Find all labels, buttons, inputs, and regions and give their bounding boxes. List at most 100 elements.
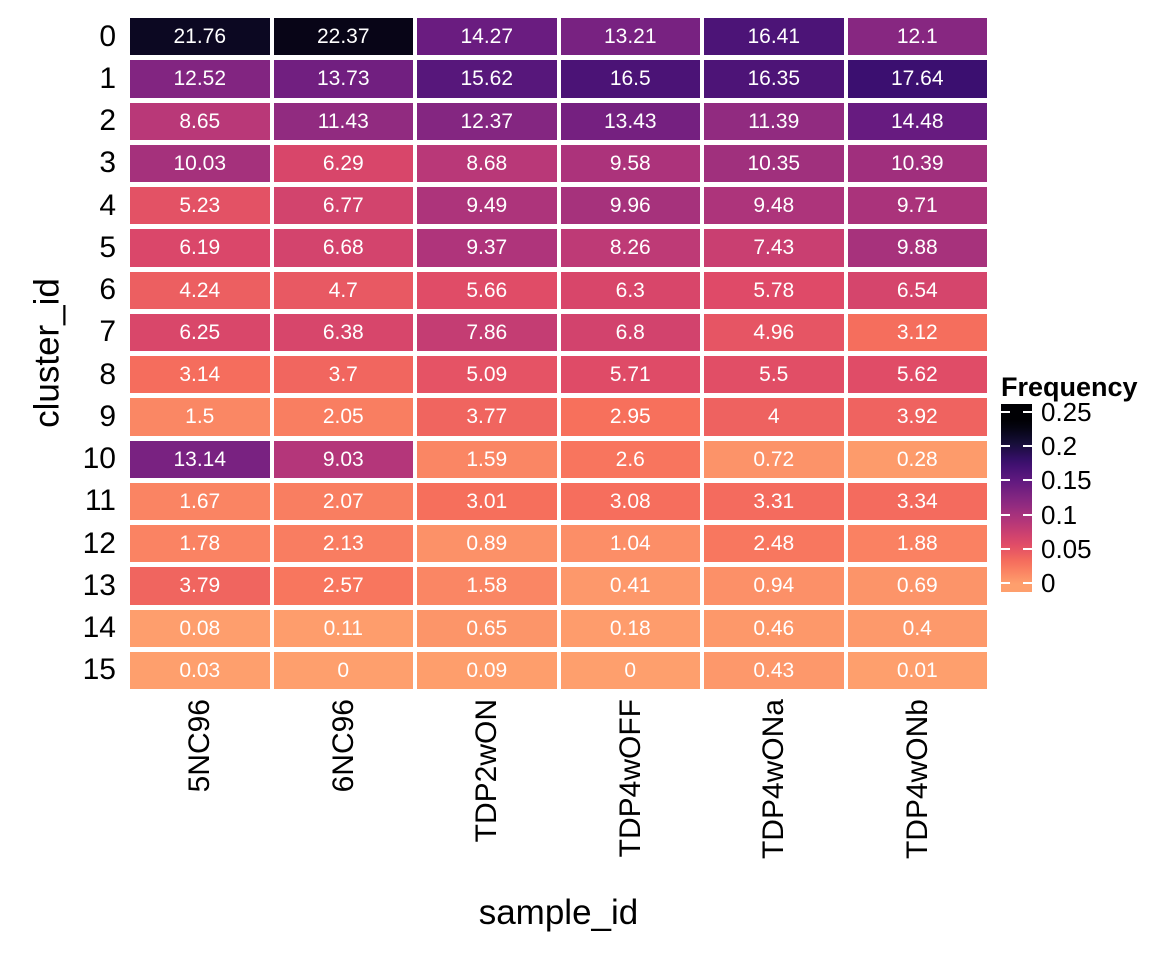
legend-tick-mark [1023, 582, 1032, 585]
heatmap-cell-r2-c3: 13.43 [560, 102, 700, 140]
heatmap-cell-r7-c5: 3.12 [847, 313, 987, 351]
heatmap-cell-r14-c0: 0.08 [130, 609, 270, 647]
heatmap-cell-r8-c3: 5.71 [560, 356, 700, 394]
heatmap-cell-r10-c0: 13.14 [130, 440, 270, 478]
x-tick-label-text: TDP2wON [470, 699, 504, 843]
heatmap-cell-r11-c0: 1.67 [130, 482, 270, 520]
heatmap-cell-r4-c5: 9.71 [847, 187, 987, 225]
x-tick-label-text: 6NC96 [326, 699, 360, 793]
heatmap-cell-r7-c0: 6.25 [130, 313, 270, 351]
legend-tick-mark [1001, 479, 1010, 482]
colorbar-legend: Frequency 0.25 0.2 0.15 0.1 0.05 0 [1001, 374, 1151, 596]
heatmap-cell-r7-c2: 7.86 [417, 313, 557, 351]
heatmap-cell-r6-c5: 6.54 [847, 271, 987, 309]
heatmap-cell-r9-c5: 3.92 [847, 398, 987, 436]
heatmap-cell-r0-c0: 21.76 [130, 18, 270, 56]
heatmap-grid: 21.76 22.37 14.27 13.21 16.41 12.1 12.52 13.73 1… [130, 18, 987, 689]
heatmap-cell-r6-c0: 4.24 [130, 271, 270, 309]
heatmap-cell-r5-c3: 8.26 [560, 229, 700, 267]
legend-colorbar: 0.25 0.2 0.15 0.1 0.05 0 [1001, 399, 1092, 596]
heatmap-cell-r2-c4: 11.39 [704, 102, 844, 140]
heatmap-cell-r5-c2: 9.37 [417, 229, 557, 267]
heatmap-cell-r10-c2: 1.59 [417, 440, 557, 478]
heatmap-cell-r14-c2: 0.65 [417, 609, 557, 647]
x-tick-label-5NC96: 5NC96 [130, 699, 270, 884]
heatmap-cell-r11-c5: 3.34 [847, 482, 987, 520]
heatmap-cell-r4-c4: 9.48 [704, 187, 844, 225]
heatmap-cell-r7-c4: 4.96 [704, 313, 844, 351]
heatmap-cell-r8-c4: 5.5 [704, 356, 844, 394]
legend-tick-mark [1023, 479, 1032, 482]
heatmap-cell-r13-c3: 0.41 [560, 567, 700, 605]
legend-tick-mark [1001, 547, 1010, 550]
heatmap-cell-r2-c1: 11.43 [273, 102, 413, 140]
heatmap-cell-r1-c4: 16.35 [704, 60, 844, 98]
heatmap-cell-r14-c3: 0.18 [560, 609, 700, 647]
heatmap-cell-r13-c5: 0.69 [847, 567, 987, 605]
heatmap-cell-r5-c1: 6.68 [273, 229, 413, 267]
y-tick-label-9: 9 [99, 399, 116, 433]
legend-tick-mark [1023, 547, 1032, 550]
heatmap-cell-r10-c3: 2.6 [560, 440, 700, 478]
y-tick-label-4: 4 [99, 188, 116, 222]
heatmap-cell-r5-c5: 9.88 [847, 229, 987, 267]
heatmap-cell-r6-c1: 4.7 [273, 271, 413, 309]
heatmap-cell-r6-c2: 5.66 [417, 271, 557, 309]
y-tick-label-11: 11 [84, 484, 116, 518]
x-tick-label-text: TDP4wONa [757, 699, 791, 860]
x-tick-label-TDP2wON: TDP2wON [417, 699, 557, 884]
heatmap-cell-r0-c2: 14.27 [417, 18, 557, 56]
heatmap-cell-r1-c1: 13.73 [273, 60, 413, 98]
heatmap-cell-r0-c4: 16.41 [704, 18, 844, 56]
heatmap-cell-r14-c4: 0.46 [704, 609, 844, 647]
heatmap-cell-r15-c3: 0 [560, 651, 700, 689]
heatmap-cell-r13-c0: 3.79 [130, 567, 270, 605]
heatmap-cell-r15-c1: 0 [273, 651, 413, 689]
x-tick-label-text: TDP4wOFF [613, 699, 647, 858]
heatmap-cell-r0-c1: 22.37 [273, 18, 413, 56]
heatmap-cell-r2-c0: 8.65 [130, 102, 270, 140]
x-tick-label-TDP4wONb: TDP4wONb [848, 699, 988, 884]
y-tick-label-7: 7 [99, 315, 116, 349]
y-tick-label-5: 5 [99, 230, 116, 264]
x-axis-tick-labels: 5NC96 6NC96 TDP2wON TDP4wOFF TDP4wONa TDP4wON… [130, 699, 987, 884]
heatmap-cell-r9-c2: 3.77 [417, 398, 557, 436]
heatmap-cell-r9-c3: 2.95 [560, 398, 700, 436]
y-tick-label-10: 10 [82, 442, 116, 476]
y-tick-label-0: 0 [99, 19, 116, 53]
heatmap-cell-r6-c3: 6.3 [560, 271, 700, 309]
heatmap-cell-r8-c1: 3.7 [273, 356, 413, 394]
heatmap-cell-r9-c1: 2.05 [273, 398, 413, 436]
legend-tick-label-0: 0 [1041, 568, 1056, 599]
x-tick-label-TDP4wOFF: TDP4wOFF [561, 699, 701, 884]
heatmap-cell-r12-c1: 2.13 [273, 525, 413, 563]
heatmap-cell-r10-c1: 9.03 [273, 440, 413, 478]
heatmap-cell-r3-c1: 6.29 [273, 144, 413, 182]
legend-tick-mark [1023, 445, 1032, 448]
heatmap-cell-r11-c3: 3.08 [560, 482, 700, 520]
y-tick-label-15: 15 [82, 653, 116, 687]
x-axis-title: sample_id [478, 893, 639, 932]
heatmap-cell-r2-c5: 14.48 [847, 102, 987, 140]
heatmap-cell-r3-c2: 8.68 [417, 144, 557, 182]
heatmap-cell-r11-c2: 3.01 [417, 482, 557, 520]
x-tick-label-text: 5NC96 [183, 699, 217, 793]
heatmap-cell-r10-c4: 0.72 [704, 440, 844, 478]
heatmap-cell-r13-c2: 1.58 [417, 567, 557, 605]
heatmap-cell-r11-c1: 2.07 [273, 482, 413, 520]
x-tick-label-text: TDP4wONb [900, 699, 934, 860]
heatmap-cell-r11-c4: 3.31 [704, 482, 844, 520]
heatmap-cell-r3-c0: 10.03 [130, 144, 270, 182]
heatmap-cell-r4-c2: 9.49 [417, 187, 557, 225]
heatmap-cell-r13-c1: 2.57 [273, 567, 413, 605]
heatmap-cell-r8-c5: 5.62 [847, 356, 987, 394]
heatmap-cell-r4-c1: 6.77 [273, 187, 413, 225]
legend-tick-mark [1001, 582, 1010, 585]
heatmap-cell-r0-c5: 12.1 [847, 18, 987, 56]
y-tick-label-2: 2 [99, 104, 116, 138]
legend-tick-mark [1023, 411, 1032, 413]
heatmap-cell-r12-c4: 2.48 [704, 525, 844, 563]
x-tick-label-TDP4wONa: TDP4wONa [704, 699, 844, 884]
legend-tick-label-0.05: 0.05 [1041, 533, 1092, 564]
